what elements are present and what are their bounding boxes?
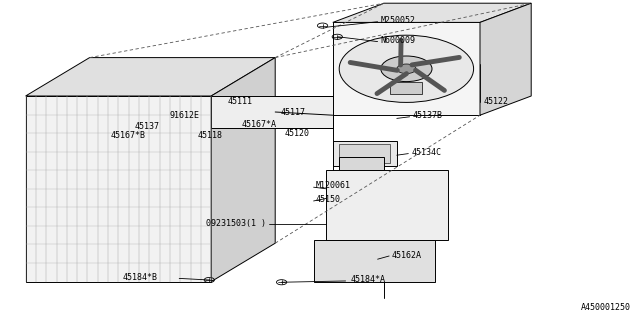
Text: 45167*B: 45167*B (110, 131, 145, 140)
Text: 45122: 45122 (483, 97, 508, 106)
Text: 45167*A: 45167*A (242, 120, 277, 129)
Text: 45120: 45120 (285, 129, 310, 138)
Polygon shape (211, 96, 333, 128)
Text: M250052: M250052 (381, 16, 416, 25)
Polygon shape (211, 58, 275, 282)
Circle shape (339, 35, 474, 102)
Text: N600009: N600009 (381, 36, 416, 45)
Text: 45118: 45118 (197, 131, 222, 140)
Polygon shape (26, 96, 211, 282)
Polygon shape (333, 141, 397, 166)
Text: 45134C: 45134C (412, 148, 442, 157)
Polygon shape (333, 22, 480, 115)
Polygon shape (326, 170, 448, 240)
Text: 45117: 45117 (280, 108, 305, 117)
Text: 45162A: 45162A (392, 251, 422, 260)
Circle shape (397, 64, 416, 74)
Polygon shape (339, 157, 384, 170)
Text: 91612E: 91612E (170, 111, 200, 120)
Text: 45184*A: 45184*A (351, 276, 386, 284)
Polygon shape (333, 3, 531, 22)
Text: A450001250: A450001250 (580, 303, 630, 312)
Text: 45111: 45111 (227, 97, 252, 106)
Polygon shape (480, 3, 531, 115)
Polygon shape (390, 82, 422, 94)
Text: 45137B: 45137B (413, 111, 443, 120)
Polygon shape (339, 144, 390, 163)
Polygon shape (26, 58, 275, 96)
Text: 45150: 45150 (316, 196, 340, 204)
Text: 09231503(1 ): 09231503(1 ) (206, 219, 266, 228)
Text: 45184*B: 45184*B (123, 273, 158, 282)
Circle shape (381, 56, 432, 82)
Polygon shape (314, 240, 435, 282)
Text: 45137: 45137 (134, 122, 159, 131)
Text: M120061: M120061 (316, 181, 351, 190)
